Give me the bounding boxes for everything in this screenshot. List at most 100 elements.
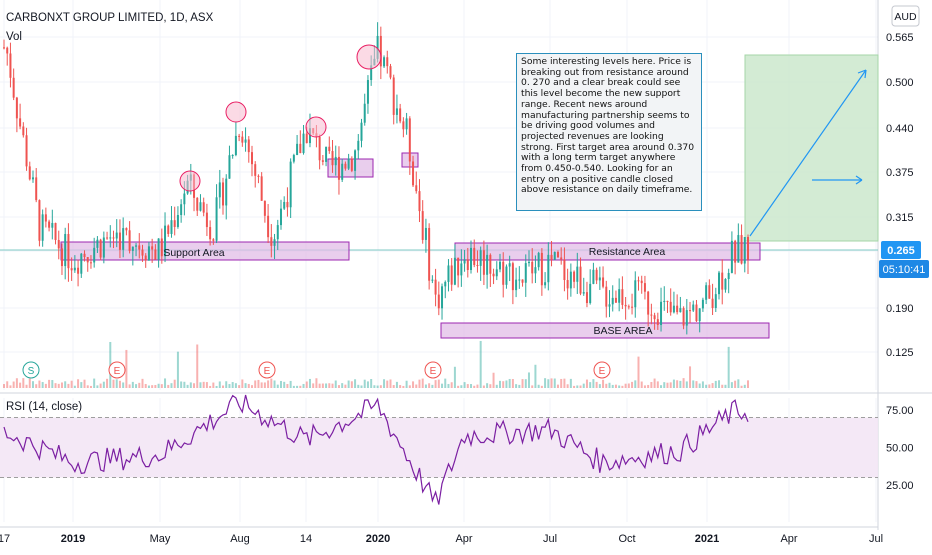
volume-bar <box>86 385 89 388</box>
candle-body <box>511 263 514 291</box>
time-tick-label: Apr <box>455 533 472 545</box>
candle-body <box>431 279 434 281</box>
event-marker-e[interactable] <box>424 361 442 379</box>
volume-bar <box>482 385 485 388</box>
volume-bar <box>35 384 38 388</box>
volume-bar <box>524 379 527 388</box>
currency-button[interactable]: AUD <box>891 5 920 27</box>
candle-body <box>86 257 89 263</box>
volume-bar <box>151 385 154 388</box>
volume-bar <box>627 383 630 388</box>
time-tick-label: Oct <box>618 533 635 545</box>
volume-bar <box>3 384 5 388</box>
candle-body <box>292 155 295 162</box>
event-marker-e[interactable] <box>593 361 611 379</box>
volume-bar <box>563 378 566 388</box>
candle-body <box>743 237 746 264</box>
candle-body <box>54 222 57 240</box>
volume-bar <box>634 380 637 388</box>
volume-bar <box>473 385 476 388</box>
volume-bar <box>502 381 505 388</box>
volume-bar <box>164 378 167 388</box>
volume-bar <box>260 382 263 388</box>
event-marker-letter: E <box>599 366 606 377</box>
candle-body <box>621 289 624 305</box>
event-marker-e[interactable] <box>108 361 126 379</box>
volume-bar <box>666 382 669 388</box>
analysis-note[interactable]: Some interesting levels here. Price is b… <box>516 53 702 211</box>
volume-bar <box>647 384 650 388</box>
candle-body <box>634 280 637 308</box>
candle-body <box>299 143 302 154</box>
candle-body <box>25 135 28 167</box>
volume-bar <box>373 385 376 388</box>
currency-button-label: AUD <box>894 11 917 23</box>
candle-body <box>128 230 131 251</box>
candle-body <box>695 304 698 322</box>
candle-body <box>199 202 202 211</box>
candle-body <box>627 306 630 308</box>
candle-body <box>470 247 473 270</box>
candle-body <box>602 277 605 287</box>
volume-bar <box>115 379 118 388</box>
volume-bar <box>408 385 411 388</box>
event-marker-e[interactable] <box>258 361 276 379</box>
candle-body <box>499 261 501 270</box>
volume-bar <box>544 378 547 388</box>
candle-body <box>637 280 640 282</box>
candle-body <box>399 108 402 122</box>
candle-body <box>19 118 22 127</box>
candle-body <box>424 227 427 240</box>
countdown-value: 05:10:41 <box>883 264 926 276</box>
candle-body <box>64 233 67 267</box>
volume-bar <box>618 385 621 388</box>
candle-body <box>164 225 167 257</box>
volume-bar <box>602 379 605 388</box>
volume-bar <box>254 380 257 388</box>
candle-body <box>254 164 257 176</box>
volume-bar <box>331 383 334 388</box>
volume-bar <box>225 381 228 388</box>
candle-body <box>80 253 83 274</box>
volume-bar <box>460 385 463 388</box>
volume-bar <box>714 380 717 388</box>
candle-body <box>534 267 537 274</box>
volume-bar <box>743 384 746 388</box>
volume-bar <box>476 384 479 388</box>
volume-bar <box>660 385 663 388</box>
volume-bar <box>656 381 659 388</box>
candle-body <box>544 282 547 286</box>
candle-body <box>376 35 379 59</box>
candle-body <box>450 265 453 285</box>
volume-bar <box>534 364 537 388</box>
candle-body <box>576 266 579 282</box>
event-marker-s[interactable] <box>22 361 40 379</box>
candle-body <box>631 306 634 308</box>
volume-bar <box>711 383 714 388</box>
candle-body <box>518 279 521 281</box>
volume-bar <box>486 383 489 388</box>
candle-body <box>727 272 730 280</box>
candle-body <box>685 310 688 326</box>
candle-body <box>457 257 460 276</box>
volume-bar <box>537 384 540 388</box>
volume-bar <box>299 385 302 388</box>
volume-bar <box>689 366 692 388</box>
volume-bar <box>15 378 18 388</box>
volume-bar <box>692 380 695 388</box>
volume-bar <box>653 378 656 388</box>
volume-bar <box>566 384 569 388</box>
candle-body <box>515 279 518 291</box>
candle-body <box>209 227 212 240</box>
volume-bar <box>341 383 344 388</box>
candle-body <box>234 135 237 156</box>
volume-bar <box>682 378 685 388</box>
volume-bar <box>276 384 279 388</box>
candle-body <box>321 160 324 162</box>
candle-body <box>160 238 163 257</box>
candle-body <box>238 135 241 137</box>
volume-bar <box>663 382 666 388</box>
volume-bar <box>138 382 141 388</box>
